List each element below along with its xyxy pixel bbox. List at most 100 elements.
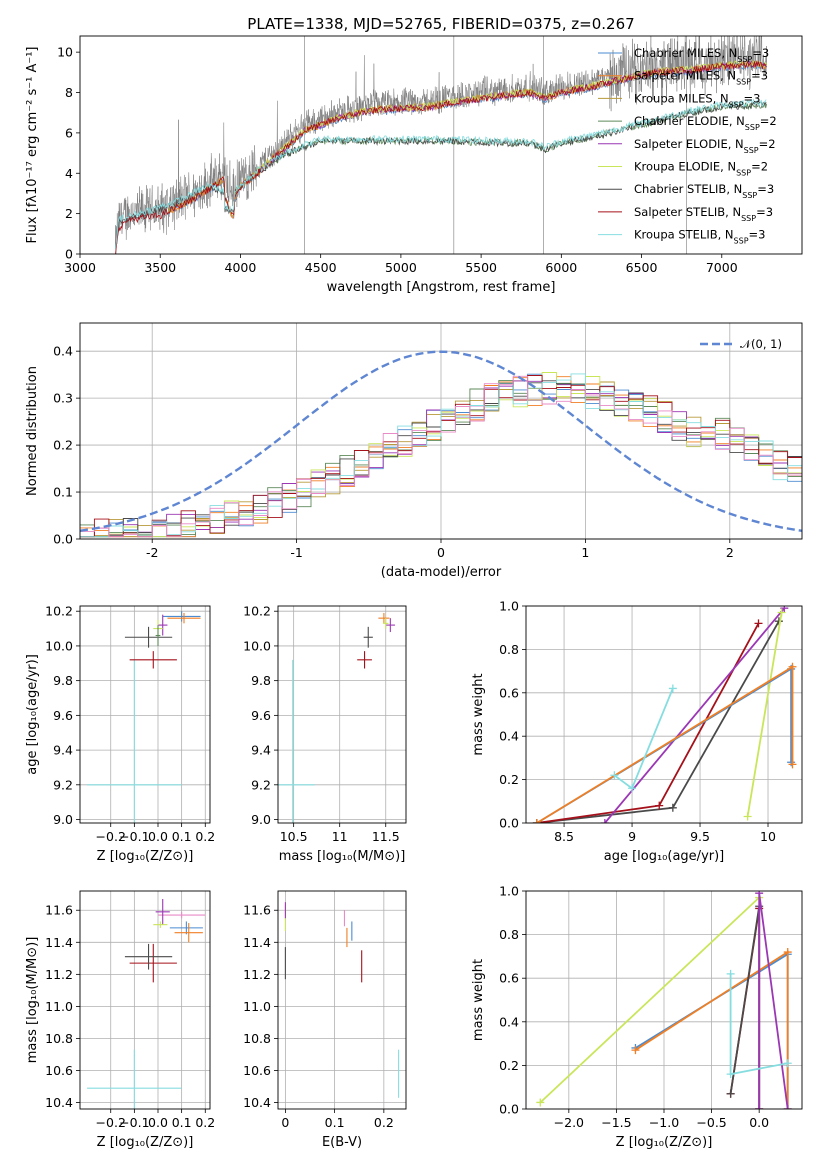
y-tick-label: 0.4 — [53, 344, 73, 359]
model-line-kroupa_stelib — [114, 98, 767, 249]
x-tick-label: 7000 — [706, 260, 738, 275]
y-tick-label: 0.8 — [499, 927, 519, 942]
y-tick-label: 10.8 — [45, 1031, 73, 1046]
legend-tail: =2 — [760, 114, 777, 128]
y-tick-label: 10.4 — [243, 1095, 271, 1110]
y-tick-label: 2 — [65, 206, 73, 221]
y-tick-label: 11.4 — [243, 935, 271, 950]
x-tick-label: 0.2 — [195, 829, 215, 844]
series-line-salpeter_miles — [536, 665, 794, 823]
errorbar-point — [357, 651, 372, 669]
legend-sub: SSP — [744, 145, 759, 154]
x-tick-label: 10.5 — [280, 829, 308, 844]
errorbar-point — [129, 651, 177, 669]
x-axis-label: mass [log₁₀(M/M⊙)] — [279, 849, 406, 864]
series-marker — [743, 812, 752, 821]
x-axis-label: E(B-V) — [322, 1135, 362, 1150]
axes-frame — [79, 322, 803, 540]
errorbar-point — [158, 911, 206, 919]
y-tick-label: 1.0 — [499, 884, 519, 899]
y-tick-label: 0.2 — [499, 1058, 519, 1073]
legend-entry: Salpeter ELODIE, NSSP=2 — [634, 137, 776, 155]
y-axis-label: age [log₁₀(age/yr)] — [25, 654, 40, 775]
x-axis-label: Z [log₁₀(Z/Z⊙)] — [97, 849, 194, 864]
panel-mass_vs_Z: −0.2−0.10.0 0.1 0.2 10.4 10.6 10.8 11.0 11.2 11.… — [25, 890, 215, 1150]
legend-tail: =3 — [751, 69, 768, 83]
legend-tail: =2 — [759, 137, 776, 151]
series-marker — [788, 662, 797, 671]
y-tick-label: 9.6 — [251, 708, 271, 723]
x-tick-label: 0.0 — [749, 1115, 769, 1130]
y-axis-label: Normed distribution — [25, 366, 40, 496]
y-tick-label: 10.0 — [243, 638, 271, 653]
y-axis-label: mass weight — [471, 673, 486, 755]
y-tick-label: 11.6 — [243, 903, 271, 918]
x-tick-label: 4000 — [225, 260, 257, 275]
errorbar-point — [124, 626, 173, 648]
y-tick-label: 6 — [65, 125, 73, 140]
series-marker — [777, 608, 786, 617]
legend-entry: Kroupa STELIB, NSSP=3 — [634, 228, 765, 246]
y-tick-label: 0.2 — [499, 772, 519, 787]
errorbar-point — [363, 626, 373, 648]
panel-mass_vs_ebv: 0 0.1 0.2 10.4 10.6 10.8 11.0 11.2 11.4 11.6 E(B-V… — [243, 890, 407, 1150]
series-marker — [783, 1059, 792, 1068]
series-marker — [726, 1070, 735, 1079]
x-tick-label: 4500 — [305, 260, 337, 275]
histogram-step-pink — [80, 375, 802, 538]
errorbar-point — [129, 943, 177, 983]
errorbar-point — [153, 921, 168, 928]
panel-weight_vs_Z: −2.0 −1.5 −1.0 −0.5 0.0 0.0 0.2 0.4 0.6 0.8 1.0 Z [… — [471, 884, 803, 1150]
errorbar-point — [124, 943, 173, 970]
legend-entry: Salpeter STELIB, NSSP=3 — [634, 205, 773, 223]
x-tick-label: 0.1 — [172, 829, 192, 844]
x-tick-label: 0.2 — [195, 1115, 215, 1130]
plot-area — [284, 902, 400, 1098]
x-tick-label: 0.0 — [148, 1115, 168, 1130]
x-tick-label: 3500 — [144, 260, 176, 275]
gaussian-curve — [80, 350, 802, 532]
y-tick-label: 9.8 — [53, 673, 73, 688]
plot-area — [536, 891, 792, 1109]
y-tick-label: 9.4 — [53, 743, 73, 758]
x-tick-label: −0.2 — [96, 1115, 126, 1130]
y-axis-label: mass weight — [471, 959, 486, 1041]
x-tick-label: 6000 — [545, 260, 577, 275]
series-marker — [532, 819, 541, 823]
y-tick-label: 0.4 — [499, 729, 519, 744]
plot-area — [87, 899, 206, 1109]
y-tick-label: 0.6 — [499, 971, 519, 986]
y-tick-label: 11.4 — [45, 935, 73, 950]
series-line-kroupa_stelib — [613, 688, 674, 790]
y-tick-label: 0.4 — [499, 1014, 519, 1029]
y-tick-label: 0.0 — [499, 816, 519, 831]
y-tick-label: 0.3 — [53, 391, 73, 406]
legend-sub: SSP — [734, 236, 749, 245]
x-tick-label: 9.5 — [690, 829, 710, 844]
legend-sub: SSP — [736, 168, 751, 177]
series-line-kroupa_elodie — [746, 612, 783, 817]
legend-tail: =3 — [744, 91, 761, 105]
y-tick-label: 10.6 — [243, 1063, 271, 1078]
errorbar-point — [155, 899, 170, 925]
errorbar-point — [87, 1049, 182, 1109]
legend-entry: Kroupa ELODIE, NSSP=2 — [634, 160, 768, 178]
series-marker — [755, 1105, 764, 1109]
y-tick-label: 10.4 — [45, 1095, 73, 1110]
panel-residuals: -2 -1 0 1 2 0.0 0.1 0.2 0.3 0.4 (data-model)/error… — [25, 322, 803, 580]
series-marker — [668, 803, 677, 812]
errorbar-point — [162, 611, 201, 622]
series-marker — [783, 1105, 792, 1109]
y-tick-label: 10.8 — [243, 1031, 271, 1046]
axes-frame — [277, 890, 407, 1110]
x-tick-label: 0.0 — [148, 829, 168, 844]
axes-frame — [79, 35, 803, 255]
grid — [80, 891, 210, 1109]
legend-sub: SSP — [745, 123, 760, 132]
panel-weight_vs_age: 8.5 9 9.5 10 0.0 0.2 0.4 0.6 0.8 1.0 age [log₁₀(ag… — [471, 599, 803, 864]
legend-entry: Salpeter MILES, NSSP=3 — [634, 69, 768, 87]
plot-area — [87, 611, 201, 823]
y-tick-label: 11.0 — [45, 999, 73, 1014]
y-axis-label: Flux [fλ10⁻¹⁷ erg cm⁻² s⁻¹ A⁻¹] — [25, 47, 40, 244]
errorbar-point — [158, 614, 168, 636]
